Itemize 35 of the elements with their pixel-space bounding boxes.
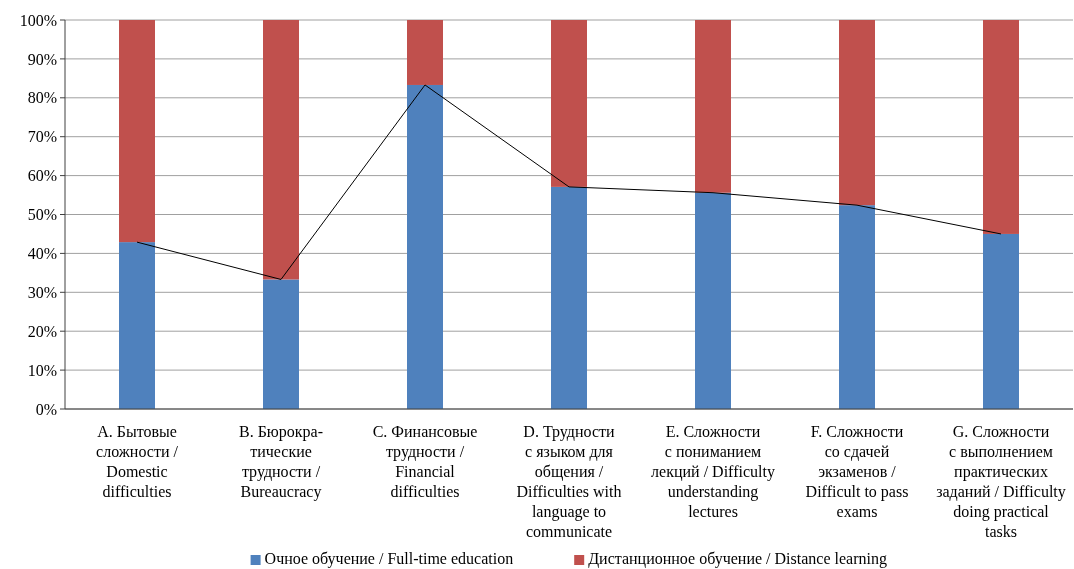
legend-label: Дистанционное обучение / Distance learning [588, 550, 887, 568]
y-tick-label: 70% [27, 128, 57, 146]
bar [695, 192, 731, 409]
bar [119, 20, 155, 243]
y-tick-label: 100% [19, 11, 57, 29]
bar [407, 20, 443, 85]
y-tick-label: 0% [35, 400, 57, 418]
x-tick-label: G. Сложности с выполнением практических заданий / Difficulty doing practical tasks [936, 423, 1066, 540]
x-tick-label: D. Трудности с языком для общения / Difficulties with language to communicate [516, 423, 622, 540]
x-tick-label: B. Бюрокра- тические трудности / Bureaucracy [238, 423, 324, 501]
line-series [136, 84, 1002, 280]
bar [263, 279, 299, 409]
y-tick-label: 40% [27, 245, 57, 262]
bar [695, 20, 731, 193]
x-tick-label: A. Бытовые сложности / Domestic difficulties [96, 423, 179, 500]
y-tick-label: 10% [27, 361, 57, 379]
y-tick-label: 80% [27, 89, 57, 107]
bar [839, 205, 875, 409]
y-tick-label: 60% [27, 167, 57, 185]
bar [551, 186, 587, 409]
y-tick-label: 50% [27, 206, 57, 224]
bar [119, 242, 155, 409]
x-tick-label: E. Сложности с пониманием лекций / Difficulty understanding lectures [651, 423, 775, 520]
x-tick-label: C. Финансовые трудности / Financial difficulties [372, 423, 478, 500]
y-tick-label: 20% [27, 322, 57, 340]
x-tick-label: F. Сложности со сдачей экзаменов / Difficult to pass exams [805, 423, 909, 520]
legend-label: Очное обучение / Full-time education [264, 550, 514, 568]
bar [839, 20, 875, 206]
y-tick-label: 30% [27, 283, 57, 301]
bar [407, 84, 443, 409]
bar [551, 20, 587, 187]
bar [983, 233, 1019, 409]
bar [263, 20, 299, 280]
y-tick-label: 90% [27, 50, 57, 68]
bar [983, 20, 1019, 234]
